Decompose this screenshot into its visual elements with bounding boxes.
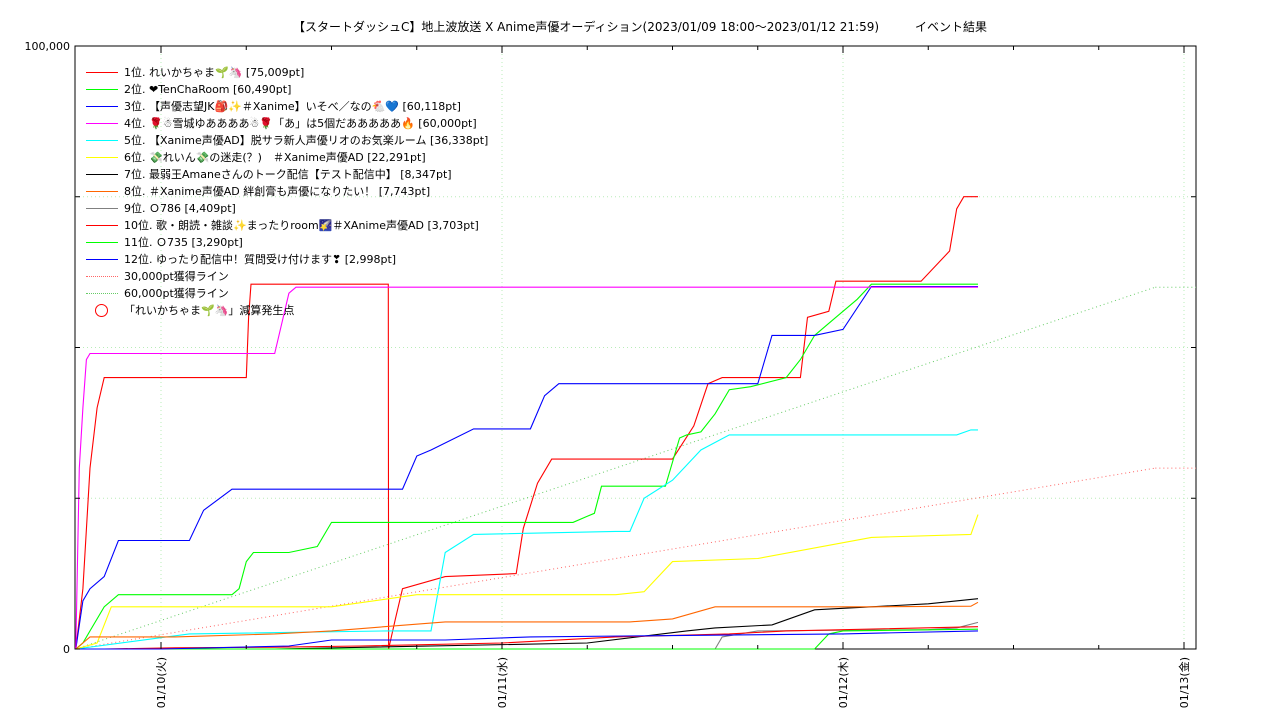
legend-label: 2位. ❤TenChaRoom [60,490pt] — [124, 82, 292, 96]
series-line-4 — [75, 286, 978, 650]
reference-line — [75, 467, 1156, 650]
legend: 1位. れいかちゃま🌱🦄 [75,009pt] 2位. ❤TenChaRoom [… — [86, 63, 488, 318]
legend-label: 9位. Ｏ786 [4,409pt] — [124, 201, 236, 215]
legend-item: 60,000pt獲得ライン — [86, 284, 488, 301]
legend-swatch — [86, 135, 118, 145]
legend-label: 「れいかちゃま🌱🦄」減算発生点 — [124, 303, 295, 317]
legend-label: 5位. 【Xanime声優AD】脱サラ新人声優リオのお気楽ルーム [36,338… — [124, 133, 489, 147]
legend-item: 10位. 歌・朗読・雑談✨まったりroom🌠＃XAnime声優AD [3,703… — [86, 216, 488, 233]
reference-line — [75, 286, 1156, 650]
legend-swatch — [86, 271, 118, 281]
y-tick-label: 100,000 — [25, 40, 71, 53]
legend-label: 10位. 歌・朗読・雑談✨まったりroom🌠＃XAnime声優AD [3,703… — [124, 218, 479, 232]
legend-swatch — [86, 203, 118, 213]
legend-label: 3位. 【声優志望JK🎒✨＃Xanime】いそべ／なの🐔💙 [60,118pt] — [124, 99, 461, 113]
series-line-2 — [75, 283, 978, 650]
series-line-10 — [75, 626, 979, 650]
legend-swatch — [86, 237, 118, 247]
legend-swatch — [86, 169, 118, 179]
legend-swatch — [86, 254, 118, 264]
legend-item: 6位. 💸れいん💸の迷走(？) ＃Xanime声優AD [22,291pt] — [86, 148, 488, 165]
y-tick-label: 0 — [63, 643, 70, 656]
legend-label: 1位. れいかちゃま🌱🦄 [75,009pt] — [124, 65, 305, 79]
legend-swatch — [86, 152, 118, 162]
series-line-1 — [75, 196, 978, 650]
chart-title: 【スタートダッシュC】地上波放送 X Anime声優オーディション(2023/0… — [292, 20, 988, 34]
legend-label: 7位. 最弱王Amaneさんのトーク配信【テスト配信中】 [8,347pt] — [124, 167, 452, 181]
legend-swatch — [86, 220, 118, 230]
legend-item: 4位. 🌹☃雪城ゆああああ☃🌹「あ」は5個だあああああ🔥 [60,000pt] — [86, 114, 488, 131]
series-line-12 — [75, 630, 979, 650]
ticks: 0 100,000 01/10(火) 01/11(水) 01/12(木) 01/13(金) — [25, 40, 1196, 708]
legend-item: 30,000pt獲得ライン — [86, 267, 488, 284]
legend-item: 7位. 最弱王Amaneさんのトーク配信【テスト配信中】 [8,347pt] — [86, 165, 488, 182]
legend-swatch — [86, 84, 118, 94]
legend-swatch — [86, 118, 118, 128]
legend-swatch — [86, 288, 118, 298]
legend-item: 8位. ＃Xanime声優AD 絆創膏も声優になりたい！ [7,743pt] — [86, 182, 488, 199]
legend-item: 5位. 【Xanime声優AD】脱サラ新人声優リオのお気楽ルーム [36,338… — [86, 131, 488, 148]
series-line-6 — [75, 514, 979, 650]
legend-label: 12位. ゆったり配信中！質問受け付けます❣ [2,998pt] — [124, 252, 397, 266]
legend-swatch — [86, 186, 118, 196]
series-line-3 — [75, 285, 978, 650]
legend-swatch — [86, 101, 118, 111]
series-lines — [75, 196, 979, 650]
legend-item: 12位. ゆったり配信中！質問受け付けます❣ [2,998pt] — [86, 250, 488, 267]
legend-label: 60,000pt獲得ライン — [124, 286, 229, 300]
series-line-5 — [75, 429, 978, 650]
legend-swatch — [86, 67, 118, 77]
legend-item: 「れいかちゃま🌱🦄」減算発生点 — [86, 301, 488, 318]
legend-label: 30,000pt獲得ライン — [124, 269, 229, 283]
legend-item: 1位. れいかちゃま🌱🦄 [75,009pt] — [86, 63, 488, 80]
x-tick-label: 01/12(木) — [837, 657, 850, 708]
legend-label: 8位. ＃Xanime声優AD 絆創膏も声優になりたい！ [7,743pt] — [124, 184, 431, 198]
x-tick-label: 01/11(水) — [496, 657, 509, 708]
legend-item: 11位. Ｏ735 [3,290pt] — [86, 233, 488, 250]
series-line-8 — [75, 601, 979, 650]
legend-label: 4位. 🌹☃雪城ゆああああ☃🌹「あ」は5個だあああああ🔥 [60,000pt] — [124, 116, 477, 130]
series-line-7 — [75, 598, 979, 650]
legend-item: 2位. ❤TenChaRoom [60,490pt] — [86, 80, 488, 97]
x-tick-label: 01/10(火) — [155, 657, 168, 708]
reference-lines — [75, 286, 1196, 650]
legend-item: 9位. Ｏ786 [4,409pt] — [86, 199, 488, 216]
legend-swatch — [86, 303, 118, 317]
legend-label: 11位. Ｏ735 [3,290pt] — [124, 235, 243, 249]
grid — [75, 46, 1196, 649]
x-tick-label: 01/13(金) — [1177, 657, 1191, 708]
legend-item: 3位. 【声優志望JK🎒✨＃Xanime】いそべ／なの🐔💙 [60,118pt] — [86, 97, 488, 114]
legend-label: 6位. 💸れいん💸の迷走(？) ＃Xanime声優AD [22,291pt] — [124, 150, 426, 164]
